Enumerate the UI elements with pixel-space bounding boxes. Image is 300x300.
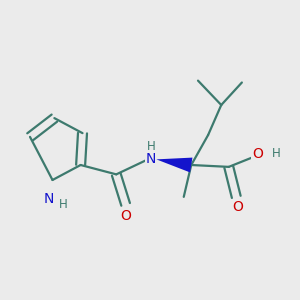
Text: N: N (146, 152, 156, 167)
Text: H: H (272, 147, 281, 160)
Polygon shape (156, 158, 192, 172)
Text: H: H (147, 140, 155, 153)
Text: H: H (58, 198, 68, 211)
Text: O: O (233, 200, 244, 214)
Text: O: O (120, 208, 131, 223)
Text: N: N (44, 192, 54, 206)
Text: O: O (252, 147, 263, 161)
